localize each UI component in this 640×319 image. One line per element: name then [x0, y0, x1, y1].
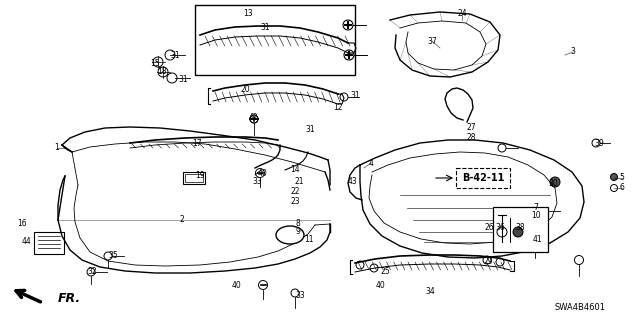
Text: 28: 28 [467, 132, 476, 142]
Text: 31: 31 [260, 23, 270, 32]
Text: 26: 26 [484, 224, 494, 233]
Text: 31: 31 [178, 76, 188, 85]
Text: 22: 22 [291, 188, 300, 197]
Text: 16: 16 [17, 219, 27, 227]
Text: 7: 7 [534, 203, 538, 211]
Text: 10: 10 [531, 211, 541, 220]
Text: SWA4B4601: SWA4B4601 [554, 303, 605, 313]
Text: 9: 9 [296, 227, 300, 236]
Text: 2: 2 [180, 216, 184, 225]
Text: 29: 29 [483, 257, 493, 266]
Bar [493, 207, 548, 252]
Text: 21: 21 [294, 176, 304, 186]
Text: 43: 43 [347, 176, 357, 186]
Text: 40: 40 [376, 280, 386, 290]
Text: 33: 33 [252, 176, 262, 186]
Text: 17: 17 [192, 138, 202, 147]
Text: 3: 3 [571, 48, 575, 56]
Bar [183, 172, 205, 184]
Text: 1: 1 [54, 144, 60, 152]
Text: 35: 35 [108, 251, 118, 261]
Text: 19: 19 [195, 172, 205, 181]
Text: 11: 11 [304, 235, 314, 244]
Text: 20: 20 [240, 85, 250, 93]
Text: 31: 31 [350, 91, 360, 100]
Bar [195, 5, 355, 75]
Text: 18: 18 [157, 66, 167, 76]
Text: 12: 12 [333, 103, 343, 113]
Text: 14: 14 [290, 166, 300, 174]
Text: 24: 24 [457, 10, 467, 19]
Text: 25: 25 [380, 266, 390, 276]
Text: 31: 31 [170, 50, 180, 60]
Text: 39: 39 [594, 138, 604, 147]
Ellipse shape [276, 226, 304, 244]
Text: 5: 5 [620, 174, 625, 182]
Circle shape [611, 174, 618, 181]
Text: 36: 36 [495, 224, 505, 233]
Text: B-42-11: B-42-11 [462, 173, 504, 183]
Circle shape [513, 227, 523, 237]
Text: 8: 8 [296, 219, 300, 227]
Text: 40: 40 [232, 280, 242, 290]
Circle shape [550, 177, 560, 187]
Text: 31: 31 [305, 125, 315, 135]
Text: 42: 42 [248, 114, 258, 122]
Text: 37: 37 [427, 36, 437, 46]
Text: 15: 15 [150, 58, 160, 68]
Text: 38: 38 [515, 224, 525, 233]
Bar [34, 232, 64, 254]
Bar [456, 168, 510, 188]
Text: 33: 33 [295, 291, 305, 300]
Text: 44: 44 [22, 236, 32, 246]
Text: 6: 6 [620, 183, 625, 192]
Text: 41: 41 [532, 235, 542, 244]
Text: 23: 23 [290, 197, 300, 205]
Bar [185, 174, 203, 182]
Text: 4: 4 [369, 159, 373, 167]
Text: FR.: FR. [58, 292, 81, 305]
Text: 34: 34 [425, 286, 435, 295]
Text: 27: 27 [466, 122, 476, 131]
Text: 13: 13 [243, 9, 253, 18]
Text: 40: 40 [257, 169, 267, 179]
Text: 32: 32 [87, 266, 97, 276]
Text: 30: 30 [548, 179, 558, 188]
